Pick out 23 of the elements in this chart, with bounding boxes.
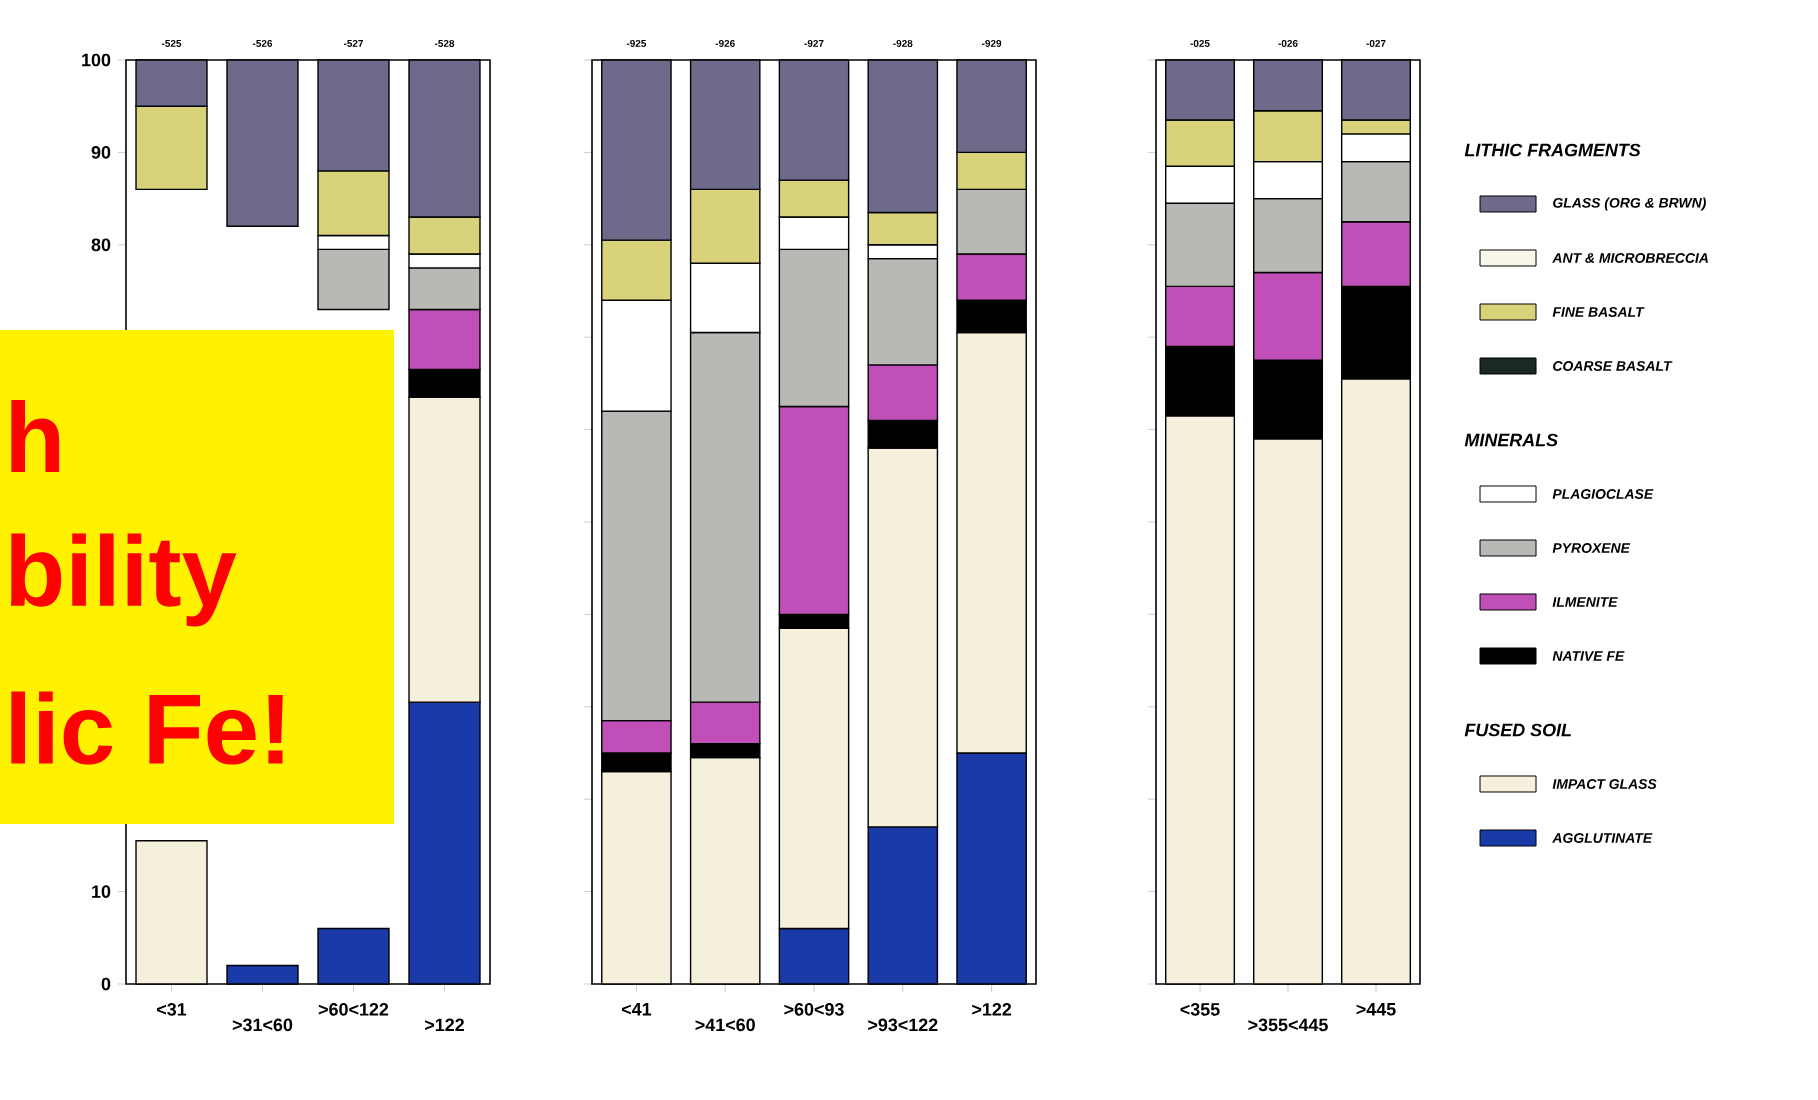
text: FUSED SOIL bbox=[1464, 723, 1571, 737]
x-tick-label: >41<60 bbox=[695, 1018, 755, 1032]
x-tick-label: >93<122 bbox=[868, 1018, 938, 1032]
y-tick-label: 90 bbox=[91, 146, 111, 159]
x-tick-label: >60<122 bbox=[318, 1003, 389, 1016]
x-tick-label: >355<445 bbox=[1248, 1018, 1328, 1032]
x-tick-label: <41 bbox=[621, 1003, 652, 1016]
x-tick-label: >122 bbox=[972, 1003, 1012, 1016]
x-tick-label: >445 bbox=[1356, 1003, 1396, 1016]
annotation: lic Fe! bbox=[11, 691, 283, 765]
x-tick-label: <355 bbox=[1180, 1003, 1220, 1016]
x-tick-label: <31 bbox=[157, 1003, 187, 1016]
text: LITHIC FRAGMENTS bbox=[1464, 143, 1641, 157]
x-tick-label: >31<60 bbox=[232, 1018, 293, 1032]
y-tick-label: 100 bbox=[82, 53, 111, 67]
y-tick-label: 0 bbox=[101, 977, 111, 991]
x-tick-label: >60<93 bbox=[784, 1003, 844, 1016]
text: h bbox=[11, 399, 60, 473]
text: MINERALS bbox=[1464, 433, 1558, 447]
x-tick-label: >122 bbox=[425, 1018, 464, 1032]
annotation: bility bbox=[10, 533, 237, 627]
y-tick-label: 10 bbox=[92, 885, 111, 898]
y-tick-label: 80 bbox=[91, 238, 111, 252]
